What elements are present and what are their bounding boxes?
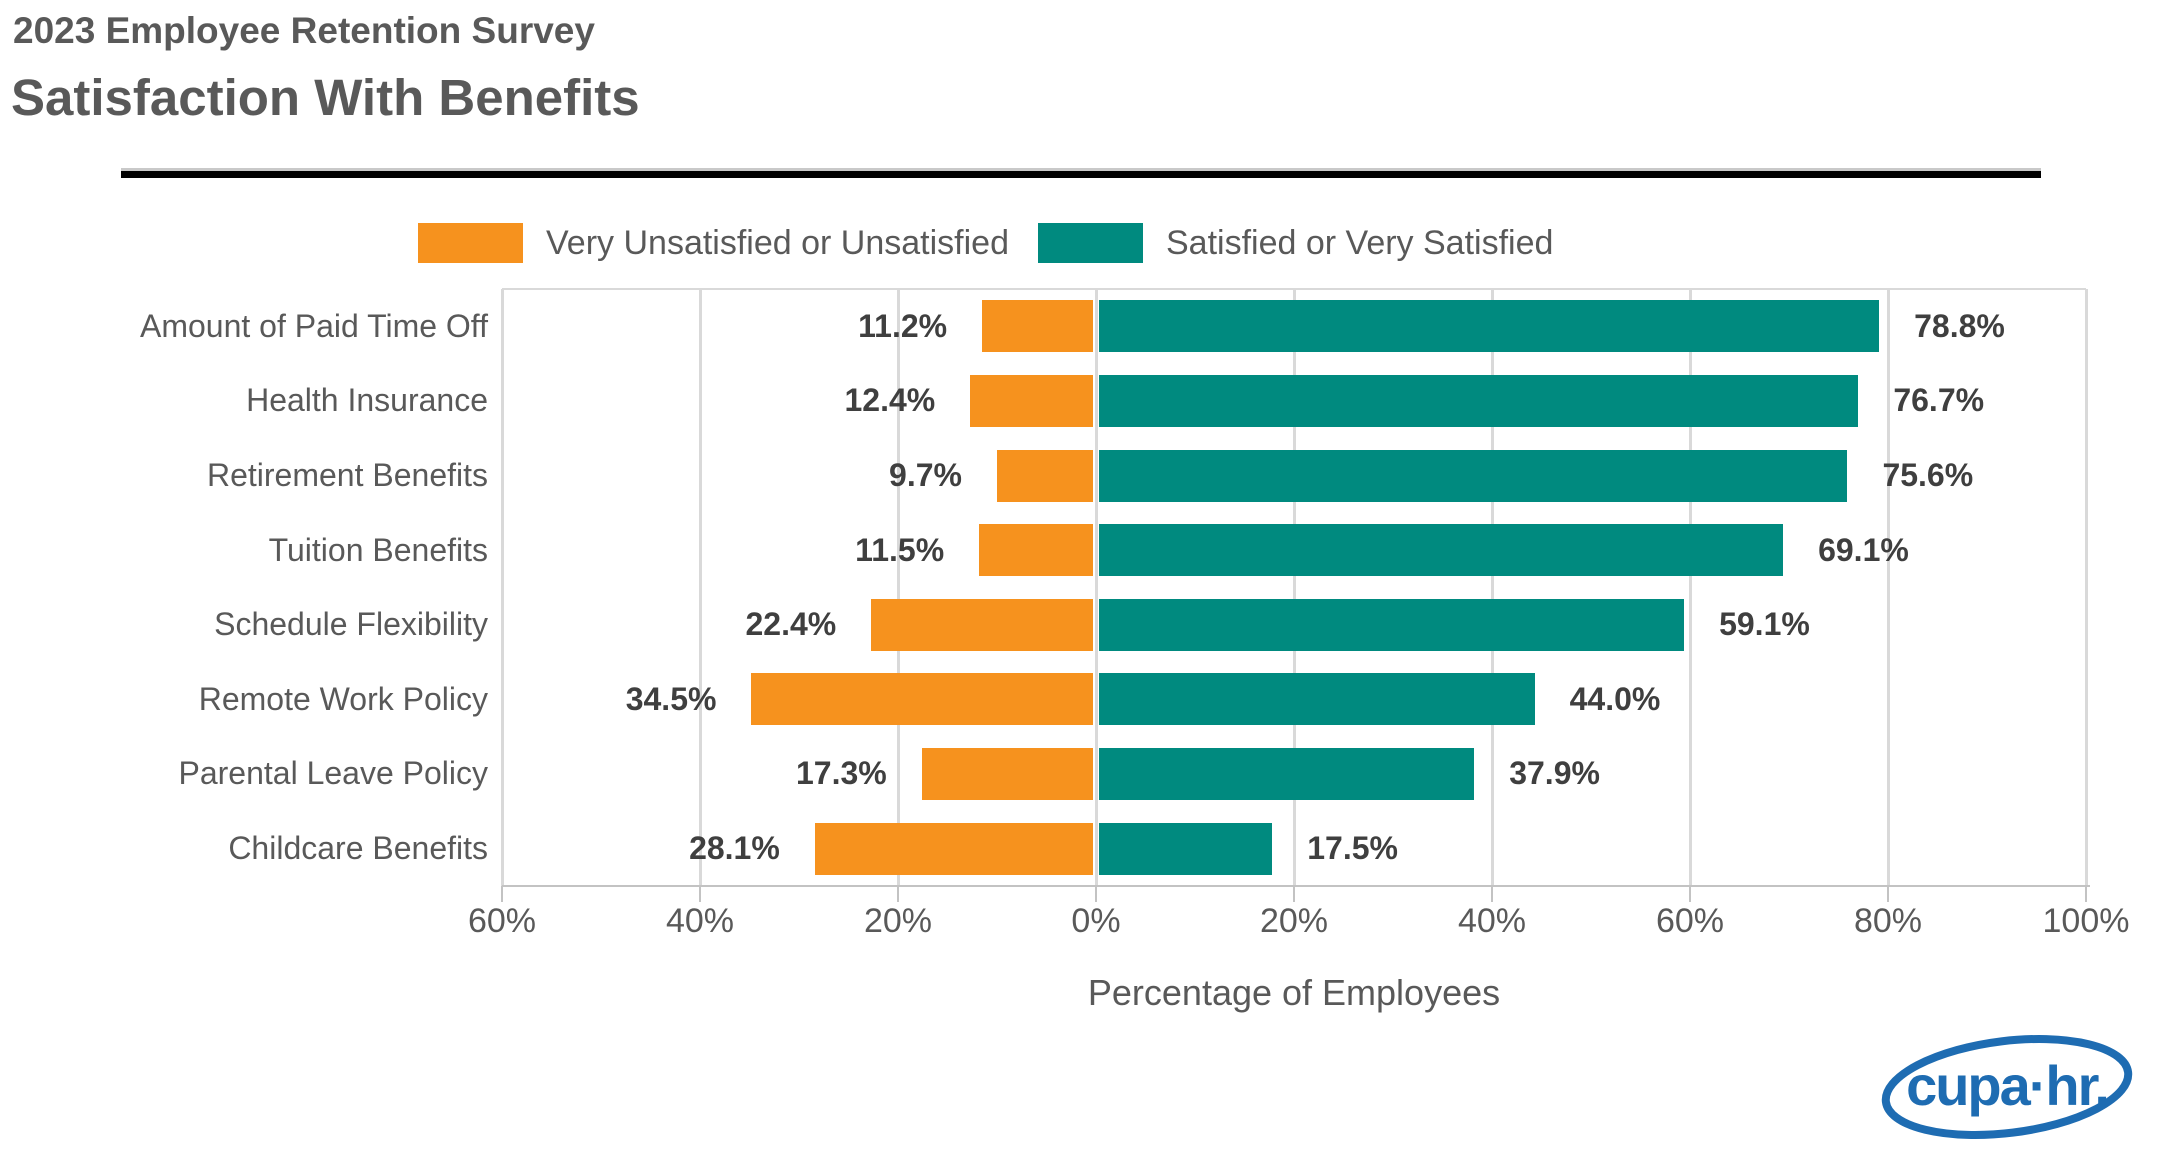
- value-label-unsatisfied: 22.4%: [745, 606, 837, 643]
- category-label: Schedule Flexibility: [214, 606, 488, 643]
- x-axis-tick-label: 20%: [1259, 902, 1329, 940]
- x-axis-tick: [1887, 886, 1889, 902]
- value-label-satisfied: 69.1%: [1818, 531, 1909, 568]
- bar-unsatisfied: [982, 300, 1093, 353]
- x-axis-tick: [1491, 886, 1493, 902]
- value-label-unsatisfied: 34.5%: [625, 680, 717, 717]
- logo-text: cupa·hr.: [1906, 1054, 2108, 1117]
- value-label-satisfied: 76.7%: [1893, 382, 1985, 419]
- gridline-60%: [501, 289, 504, 886]
- bar-satisfied: [1099, 598, 1685, 651]
- gridline-40%: [699, 289, 702, 886]
- x-axis-tick-label: 80%: [1853, 902, 1923, 940]
- x-axis-tick: [2085, 886, 2087, 902]
- chart-subtitle: 2023 Employee Retention Survey: [13, 10, 595, 51]
- cupa-hr-logo: cupa·hr.: [1881, 1034, 2133, 1140]
- plot-top-border: [502, 288, 2086, 290]
- category-label: Tuition Benefits: [268, 531, 488, 568]
- bar-unsatisfied: [996, 449, 1093, 502]
- legend-swatch: [1037, 223, 1143, 263]
- page-title: Satisfaction With Benefits: [11, 69, 640, 126]
- legend-label: Very Unsatisfied or Unsatisfied: [546, 223, 1009, 262]
- x-axis-tick: [501, 886, 503, 902]
- bar-unsatisfied: [751, 673, 1093, 726]
- value-label-satisfied: 59.1%: [1719, 606, 1810, 643]
- value-label-unsatisfied: 28.1%: [689, 829, 780, 866]
- legend-swatch: [418, 223, 523, 263]
- value-label-satisfied: 78.8%: [1914, 307, 2005, 344]
- bar-unsatisfied: [921, 747, 1093, 800]
- x-axis-tick: [699, 886, 701, 902]
- value-label-unsatisfied: 17.3%: [795, 755, 887, 792]
- bar-satisfied: [1099, 673, 1535, 726]
- gridline-60%: [1689, 289, 1692, 886]
- category-label: Parental Leave Policy: [178, 755, 488, 792]
- category-label: Retirement Benefits: [206, 456, 488, 493]
- x-axis-tick: [1293, 886, 1295, 902]
- divider-rule: [121, 168, 2041, 178]
- logo-ellipse-swoosh: [1881, 1034, 2133, 1140]
- gridline-100%: [2085, 289, 2088, 886]
- chart-legend: Very Unsatisfied or Unsatisfied Satisfied…: [418, 222, 1553, 264]
- category-label: Health Insurance: [246, 382, 488, 419]
- gridline-20%: [897, 289, 900, 886]
- legend-label: Satisfied or Very Satisfied: [1165, 223, 1554, 262]
- x-axis-tick-label: 20%: [863, 902, 933, 940]
- bar-satisfied: [1099, 449, 1848, 502]
- x-axis-tick-label: 60%: [467, 902, 537, 940]
- category-label: Remote Work Policy: [198, 680, 488, 717]
- value-label-satisfied: 37.9%: [1509, 755, 1600, 792]
- gridline-0%: [1095, 289, 1098, 886]
- bar-satisfied: [1099, 524, 1784, 577]
- x-axis-title: Percentage of Employees: [1087, 972, 1501, 1013]
- bar-unsatisfied: [970, 374, 1093, 427]
- bar-unsatisfied: [871, 598, 1093, 651]
- x-axis-tick-label: 40%: [1457, 902, 1527, 940]
- bar-satisfied: [1099, 747, 1475, 800]
- category-label: Amount of Paid Time Off: [139, 307, 488, 344]
- value-label-unsatisfied: 11.5%: [855, 531, 945, 568]
- x-axis-tick-label: 40%: [665, 902, 735, 940]
- x-axis-line: [502, 885, 2090, 887]
- x-axis-tick: [897, 886, 899, 902]
- value-label-unsatisfied: 12.4%: [844, 382, 936, 419]
- category-label: Childcare Benefits: [228, 829, 488, 866]
- gridline-20%: [1293, 289, 1296, 886]
- value-label-satisfied: 44.0%: [1569, 680, 1661, 717]
- bar-unsatisfied: [979, 524, 1093, 577]
- x-axis-tick-label: 0%: [1071, 902, 1121, 940]
- gridline-40%: [1491, 289, 1494, 886]
- bar-unsatisfied: [814, 822, 1093, 875]
- gridline-80%: [1887, 289, 1890, 886]
- value-label-unsatisfied: 9.7%: [889, 456, 962, 493]
- value-label-satisfied: 75.6%: [1882, 456, 1974, 493]
- x-axis-tick-label: 100%: [2042, 902, 2130, 940]
- value-label-unsatisfied: 11.2%: [858, 307, 948, 344]
- x-axis-tick: [1095, 886, 1097, 902]
- x-axis-tick: [1689, 886, 1691, 902]
- bar-satisfied: [1099, 300, 1880, 353]
- x-axis-tick-label: 60%: [1655, 902, 1725, 940]
- value-label-satisfied: 17.5%: [1307, 829, 1398, 866]
- legend-item-unsatisfied: Very Unsatisfied or Unsatisfied: [418, 223, 1009, 263]
- legend-item-satisfied: Satisfied or Very Satisfied: [1037, 223, 1554, 263]
- bar-satisfied: [1099, 374, 1859, 427]
- bar-satisfied: [1099, 822, 1273, 875]
